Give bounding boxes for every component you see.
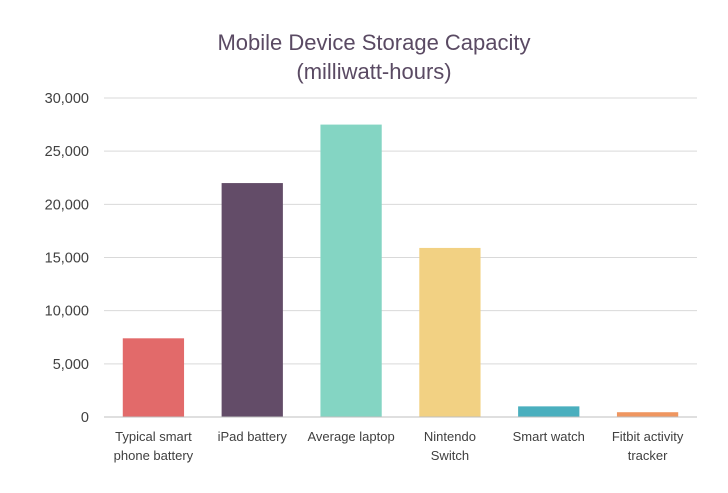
x-category-label: tracker xyxy=(628,448,668,463)
y-axis-ticks: 0 5,000 10,000 15,000 20,000 25,000 30,000 xyxy=(45,91,89,426)
x-category-label: Smart watch xyxy=(513,429,585,444)
y-tick-label: 0 xyxy=(81,410,89,426)
gridlines xyxy=(104,97,697,365)
bar xyxy=(320,124,382,417)
x-category-label: Nintendo xyxy=(424,429,476,444)
y-tick-label: 15,000 xyxy=(45,251,89,267)
y-tick-label: 20,000 xyxy=(45,197,89,213)
bar xyxy=(616,412,679,417)
bar xyxy=(221,183,283,417)
x-category-label: Fitbit activity xyxy=(612,429,684,444)
y-tick-label: 5,000 xyxy=(53,357,89,373)
chart-title: Mobile Device Storage Capacity xyxy=(217,30,530,55)
bar xyxy=(122,338,185,417)
bar xyxy=(518,406,580,417)
x-axis-categories: Typical smart phone battery iPad battery Av… xyxy=(114,429,684,463)
y-tick-label: 10,000 xyxy=(45,304,89,320)
bars xyxy=(122,124,679,417)
x-category-label: iPad battery xyxy=(218,429,288,444)
bar xyxy=(419,247,481,417)
x-category-label: Typical smart xyxy=(115,429,192,444)
x-category-label: phone battery xyxy=(114,448,194,463)
y-tick-label: 25,000 xyxy=(45,144,89,160)
y-tick-label: 30,000 xyxy=(45,91,89,107)
chart-subtitle: (milliwatt-hours) xyxy=(296,59,451,84)
x-category-label: Switch xyxy=(431,448,469,463)
x-category-label: Average laptop xyxy=(307,429,394,444)
